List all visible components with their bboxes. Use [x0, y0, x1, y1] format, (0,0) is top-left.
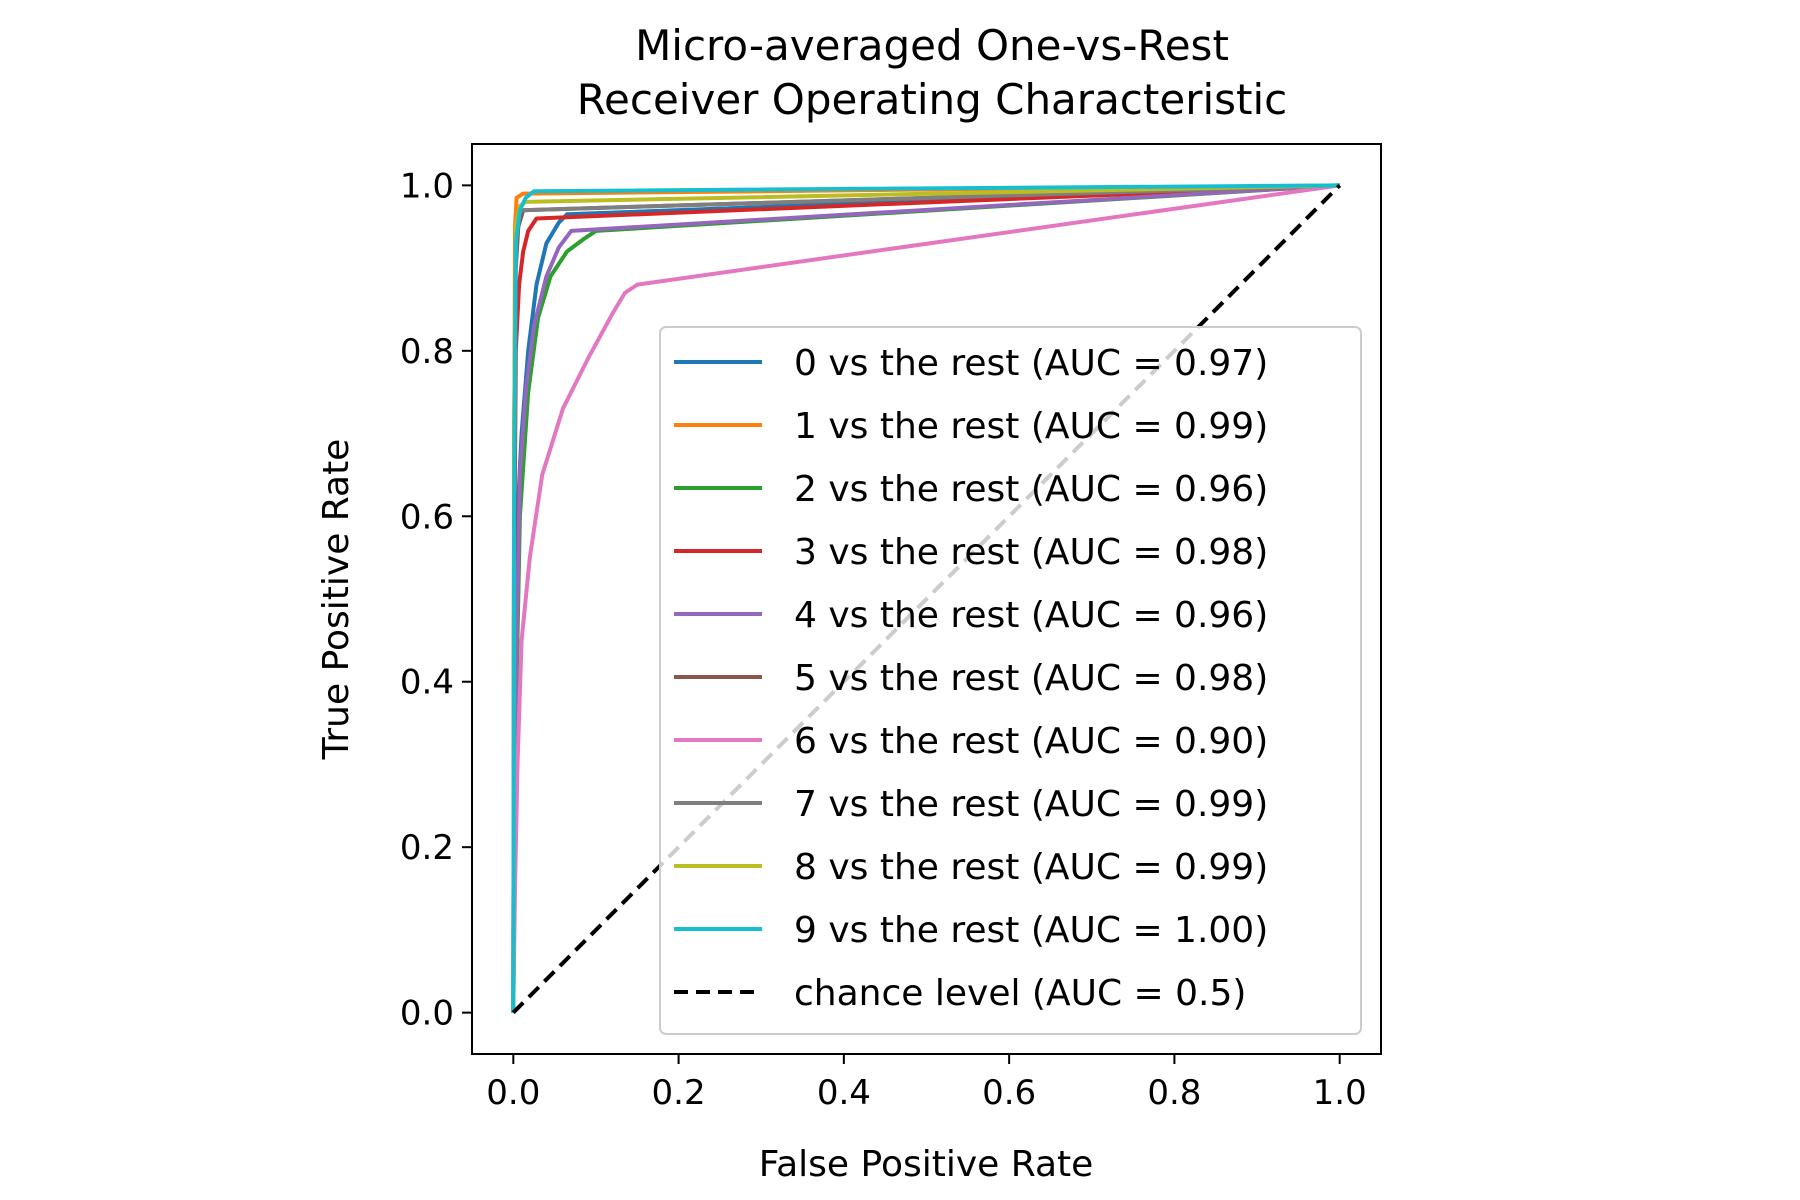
- y-tick-label: 0.6: [400, 497, 454, 537]
- x-axis-label: False Positive Rate: [759, 1144, 1094, 1185]
- legend-label-5: 5 vs the rest (AUC = 0.98): [794, 658, 1268, 699]
- series-line-9: [511, 183, 1340, 1013]
- y-tick-label: 0.8: [400, 332, 454, 372]
- legend-label-6: 6 vs the rest (AUC = 0.90): [794, 721, 1268, 762]
- plot-frame: [471, 143, 1382, 1055]
- y-tick-label: 0.4: [400, 663, 454, 703]
- y-tick-label: 0.2: [400, 828, 454, 868]
- y-axis-label: True Positive Rate: [316, 439, 357, 761]
- y-tick-label: 0.0: [400, 994, 454, 1034]
- x-tick-label: 1.0: [1313, 1073, 1367, 1113]
- x-tick-label: 0.2: [652, 1073, 706, 1113]
- legend-box: [659, 326, 1362, 1035]
- x-tick-label: 0.0: [486, 1073, 540, 1113]
- legend-label-0: 0 vs the rest (AUC = 0.97): [794, 343, 1268, 384]
- legend-label-7: 7 vs the rest (AUC = 0.99): [794, 784, 1268, 825]
- x-tick-label: 0.6: [982, 1073, 1036, 1113]
- x-tick-label: 0.8: [1147, 1073, 1201, 1113]
- legend-label-10: chance level (AUC = 0.5): [794, 973, 1246, 1014]
- series-lines: [511, 183, 1342, 1015]
- y-tick-label: 1.0: [400, 166, 454, 206]
- y-axis-ticks: 0.0 0.2 0.4 0.6 0.8 1.0: [400, 166, 472, 1034]
- legend-label-8: 8 vs the rest (AUC = 0.99): [794, 847, 1268, 888]
- legend-label-1: 1 vs the rest (AUC = 0.99): [794, 406, 1268, 447]
- series-line-4: [511, 183, 1340, 1013]
- legend: 0 vs the rest (AUC = 0.97) 1 vs the rest …: [659, 326, 1362, 1035]
- series-line-6: [511, 183, 1340, 1013]
- legend-label-9: 9 vs the rest (AUC = 1.00): [794, 910, 1268, 951]
- x-axis-ticks: 0.0 0.2 0.4 0.6 0.8 1.0: [486, 1054, 1367, 1113]
- chart-title-line-1: Micro-averaged One-vs-Rest: [635, 21, 1229, 70]
- legend-label-4: 4 vs the rest (AUC = 0.96): [794, 595, 1268, 636]
- chart-title-line-2: Receiver Operating Characteristic: [577, 75, 1288, 124]
- legend-label-3: 3 vs the rest (AUC = 0.98): [794, 532, 1268, 573]
- legend-label-2: 2 vs the rest (AUC = 0.96): [794, 469, 1268, 510]
- x-tick-label: 0.4: [817, 1073, 871, 1113]
